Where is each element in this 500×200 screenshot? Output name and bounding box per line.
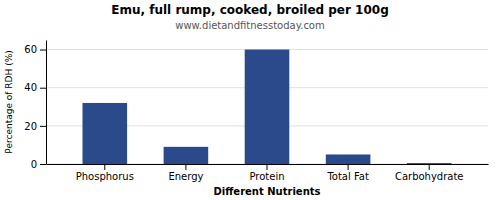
tick-label: Protein: [249, 171, 284, 182]
bars: [82, 50, 451, 164]
tick-mark: [40, 88, 46, 89]
tick-mark: [40, 126, 46, 127]
title: Emu, full rump, cooked, broiled per 100g: [111, 3, 389, 17]
bar: [326, 154, 371, 164]
tick-mark: [267, 164, 268, 170]
chart: Emu, full rump, cooked, broiled per 100g…: [0, 0, 500, 200]
tick-mark: [185, 164, 186, 170]
axis-line: [46, 41, 47, 165]
tick-label: 20: [24, 121, 37, 132]
tick-mark: [104, 164, 105, 170]
tick: 40: [24, 82, 46, 93]
tick-label: Total Fat: [326, 171, 368, 182]
tick: 60: [24, 44, 46, 55]
tick-label: 0: [31, 159, 37, 170]
tick: Carbohydrate: [395, 164, 464, 182]
tick-mark: [40, 164, 46, 165]
tick: Energy: [168, 164, 203, 182]
tick: 0: [31, 159, 46, 170]
tick: Phosphorus: [76, 164, 134, 182]
x-axis: Phosphorus Energy Protein Total Fat Carbohyd…: [47, 164, 489, 182]
tick: Total Fat: [326, 164, 368, 182]
tick-label: Energy: [168, 171, 203, 182]
tick-label: Carbohydrate: [395, 171, 464, 182]
tick-mark: [429, 164, 430, 170]
tick-label: 60: [24, 44, 37, 55]
subtitle: www.dietandfitnesstoday.com: [175, 20, 324, 31]
tick-label: Phosphorus: [76, 171, 134, 182]
y-axis-title: Percentage of RDH (%): [4, 50, 14, 153]
grid: [46, 50, 488, 164]
tick: Protein: [249, 164, 284, 182]
bar: [164, 147, 209, 164]
y-axis: 0 20 40 60: [24, 41, 46, 170]
x-axis-title: Different Nutrients: [214, 186, 321, 197]
tick-mark: [40, 50, 46, 51]
tick-label: 40: [24, 82, 37, 93]
bar: [82, 103, 127, 164]
bar: [245, 50, 290, 164]
tick: 20: [24, 121, 46, 132]
bar: [407, 163, 452, 164]
tick-mark: [348, 164, 349, 170]
